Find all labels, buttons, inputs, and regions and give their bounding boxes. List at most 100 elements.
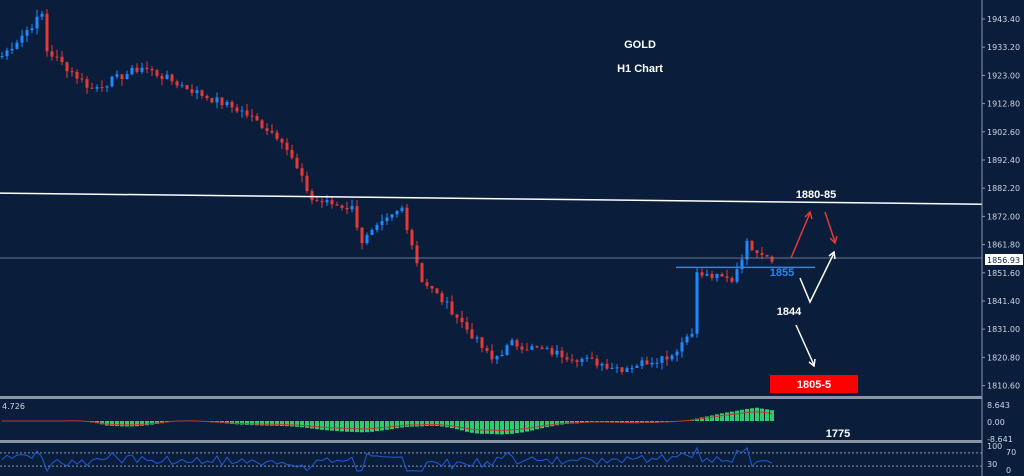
macd-bar (355, 421, 359, 433)
candle-body (740, 259, 744, 270)
macd-bar (125, 421, 129, 427)
macd-bar (365, 421, 369, 433)
candle-body (300, 168, 304, 176)
candle-body (570, 359, 574, 361)
macd-bar (335, 421, 339, 432)
candle-body (405, 207, 409, 230)
candle-body (510, 340, 514, 346)
panel-divider (0, 396, 982, 399)
candle-body (550, 348, 554, 355)
macd-bar (395, 421, 399, 429)
macd-bar (290, 421, 294, 427)
candle-body (675, 351, 679, 356)
macd-bar (420, 421, 424, 427)
candle-body (380, 221, 384, 225)
candle-body (555, 350, 559, 355)
macd-bar (565, 421, 569, 424)
candle-body (725, 276, 729, 278)
y-tick-label: 1831.00 (987, 325, 1020, 334)
macd-bar (500, 421, 504, 435)
macd-bar (245, 421, 249, 425)
rsi-tick-label: 0 (1006, 466, 1011, 475)
candle-body (145, 67, 149, 69)
candle-body (90, 87, 94, 89)
arrow-down-red-icon (824, 211, 836, 243)
y-tick-label: 1810.60 (987, 382, 1020, 391)
candle-body (110, 76, 114, 87)
candle-body (55, 56, 59, 58)
macd-bar (310, 421, 314, 429)
candle-body (275, 132, 279, 139)
candle-body (705, 273, 709, 276)
macd-bar (130, 421, 134, 427)
candle-body (175, 81, 179, 86)
macd-bar (105, 421, 109, 426)
candle-body (60, 56, 64, 63)
rsi-tick-label: 70 (1006, 448, 1016, 457)
candle-body (255, 116, 259, 121)
macd-bar (295, 421, 299, 427)
candle-body (330, 200, 334, 205)
chart-subtitle: H1 Chart (617, 63, 663, 75)
candle-body (350, 206, 354, 210)
candle-body (400, 207, 404, 212)
candle-body (415, 245, 419, 264)
candle-body (455, 314, 459, 318)
macd-value: 4.726 (2, 402, 25, 411)
candle-body (50, 51, 54, 57)
candle-body (120, 74, 124, 80)
candle-body (720, 273, 724, 277)
candle-body (770, 256, 774, 262)
candle-body (750, 240, 754, 251)
candle-body (70, 71, 74, 73)
macd-bar (360, 421, 364, 433)
macd-bar (735, 410, 739, 421)
macd-bar (270, 421, 274, 426)
y-tick-label: 1872.00 (987, 212, 1020, 221)
macd-bar (100, 421, 104, 425)
candle-body (450, 301, 454, 315)
candle-body (210, 98, 214, 103)
macd-bar (435, 421, 439, 427)
candle-body (220, 97, 224, 106)
macd-bar (305, 421, 309, 428)
rsi-panel (0, 446, 982, 473)
candle-body (615, 367, 619, 369)
candle-body (485, 348, 489, 351)
macd-bar (230, 421, 234, 424)
macd-bar (495, 421, 499, 435)
annotation-extra: 1775 (826, 428, 850, 440)
candle-body (435, 288, 439, 294)
candle-body (565, 357, 569, 360)
candle-body (635, 365, 639, 368)
candle-body (315, 200, 319, 202)
candle-body (10, 48, 14, 51)
macd-bar (700, 417, 704, 421)
candle-body (410, 229, 414, 246)
candle-body (65, 62, 69, 72)
macd-bar (555, 421, 559, 426)
macd-bar (510, 421, 514, 434)
macd-bar (560, 421, 564, 425)
candle-body (285, 142, 289, 150)
y-tick-label: 1820.80 (987, 353, 1020, 362)
candle-body (40, 13, 44, 17)
candle-body (205, 95, 209, 99)
macd-bar (315, 421, 319, 430)
arrow-head (804, 210, 813, 220)
trendline (0, 192, 983, 205)
chart-title: GOLD (624, 39, 656, 51)
candle-body (45, 13, 49, 52)
candle-body (480, 337, 484, 349)
candle-body (225, 101, 229, 106)
macd-bar (260, 421, 264, 426)
macd-bar (115, 421, 119, 427)
macd-bar (450, 421, 454, 429)
candle-body (745, 240, 749, 260)
macd-bar (405, 421, 409, 427)
macd-bar (135, 421, 139, 427)
y-tick-label: 1902.60 (987, 128, 1020, 137)
macd-bar (285, 421, 289, 427)
candle-body (215, 97, 219, 103)
